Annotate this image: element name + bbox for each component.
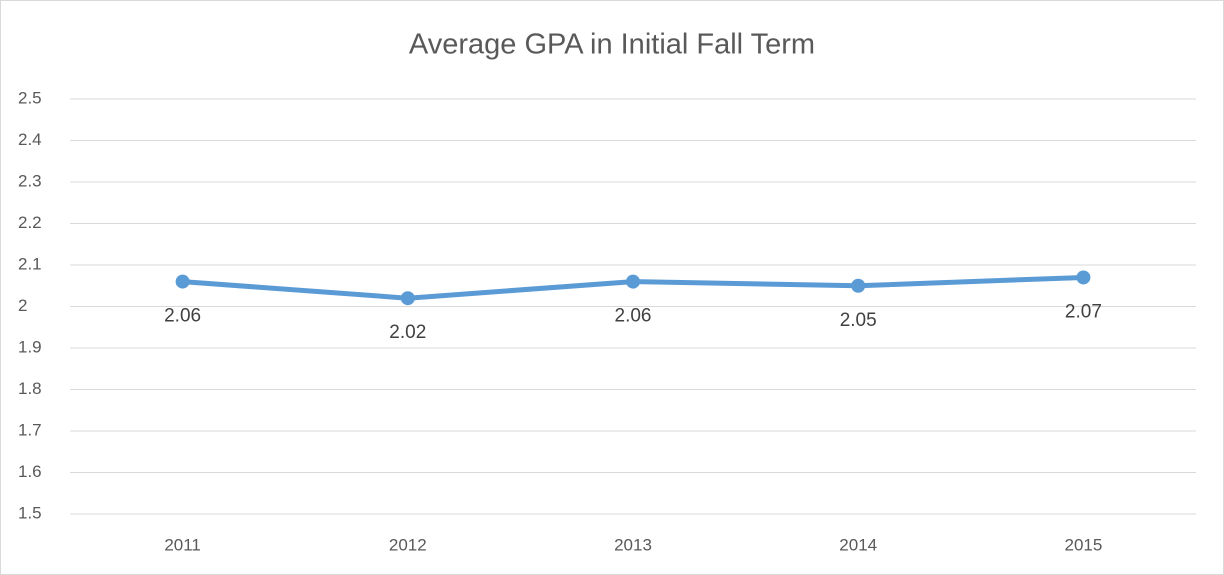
y-tick-label: 2.3: [18, 171, 42, 190]
y-tick-label: 1.9: [18, 337, 42, 356]
y-tick-label: 1.6: [18, 462, 42, 481]
x-tick-label: 2011: [164, 535, 201, 554]
x-tick-label: 2014: [839, 535, 877, 554]
y-tick-label: 2.5: [18, 88, 42, 107]
y-tick-label: 2: [18, 296, 27, 315]
x-tick-label: 2015: [1064, 535, 1102, 554]
y-tick-label: 1.7: [18, 420, 42, 439]
chart-title: Average GPA in Initial Fall Term: [409, 29, 815, 61]
x-tick-label: 2012: [389, 535, 427, 554]
point: [1076, 270, 1091, 285]
point: [851, 278, 866, 293]
data-label: 2.07: [1065, 301, 1102, 322]
y-tick-label: 2.4: [18, 130, 42, 149]
data-label: 2.06: [615, 306, 652, 327]
y-tick-label: 2.1: [18, 254, 42, 273]
data-label: 2.02: [389, 322, 426, 343]
point: [175, 274, 190, 289]
point: [400, 291, 415, 306]
data-label: 2.05: [840, 310, 877, 331]
x-tick-label: 2013: [614, 535, 652, 554]
y-tick-label: 2.2: [18, 213, 42, 232]
data-label: 2.06: [164, 306, 201, 327]
y-tick-label: 1.5: [18, 503, 42, 522]
point: [626, 274, 640, 289]
y-tick-label: 1.8: [18, 379, 42, 398]
